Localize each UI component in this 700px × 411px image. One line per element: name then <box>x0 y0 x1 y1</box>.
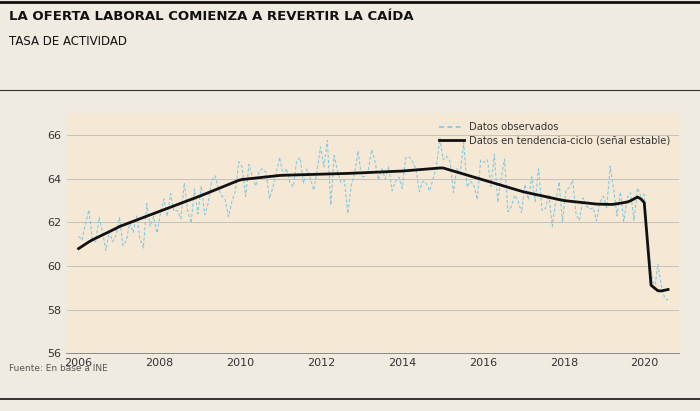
Text: Fuente: En base a INE: Fuente: En base a INE <box>9 364 108 373</box>
Legend: Datos observados, Datos en tendencia-ciclo (señal estable): Datos observados, Datos en tendencia-cic… <box>435 118 674 150</box>
Text: TASA DE ACTIVIDAD: TASA DE ACTIVIDAD <box>9 35 127 48</box>
Text: LA OFERTA LABORAL COMIENZA A REVERTIR LA CAÍDA: LA OFERTA LABORAL COMIENZA A REVERTIR LA… <box>9 10 414 23</box>
